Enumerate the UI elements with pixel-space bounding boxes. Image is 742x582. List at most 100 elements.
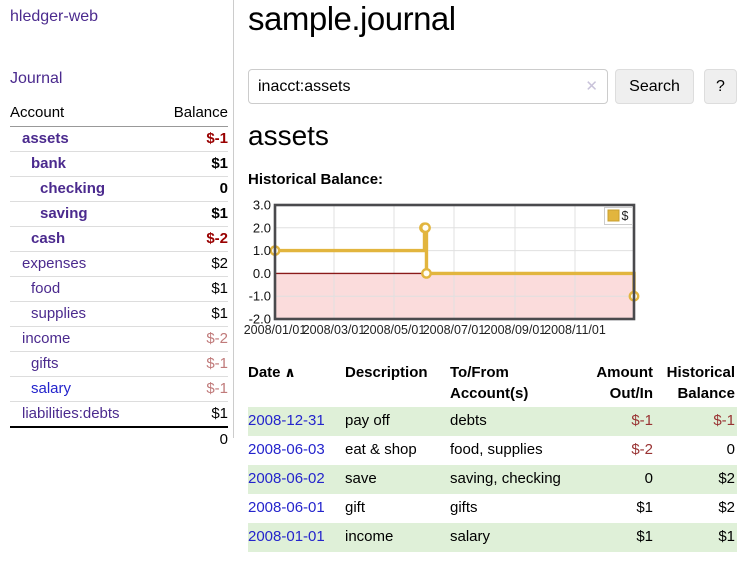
- chart-title: Historical Balance:: [248, 171, 384, 188]
- transaction-date-link[interactable]: 2008-06-01: [248, 499, 325, 516]
- account-link[interactable]: supplies: [31, 305, 87, 322]
- account-link[interactable]: liabilities:debts: [22, 405, 120, 422]
- chart-legend-label: $: [622, 209, 629, 223]
- account-balance: 0: [219, 180, 228, 197]
- transaction-row: 2008-06-01 gift gifts $1 $2: [248, 494, 737, 523]
- transaction-amount: $1: [578, 523, 655, 552]
- account-balance: $2: [211, 255, 228, 272]
- sidebar-divider: [233, 0, 234, 438]
- page-title: sample.journal: [248, 0, 456, 37]
- chart-legend-swatch: [607, 209, 620, 222]
- account-link[interactable]: food: [31, 280, 61, 297]
- account-link[interactable]: assets: [22, 130, 69, 147]
- accounts-header-account: Account: [10, 104, 65, 121]
- transaction-amount: $-1: [578, 407, 655, 436]
- transaction-row: 2008-01-01 income salary $1 $1: [248, 523, 737, 552]
- transaction-description: income: [345, 523, 450, 552]
- clear-search-icon[interactable]: ✕: [585, 78, 598, 95]
- search-help-button[interactable]: ?: [704, 69, 737, 104]
- accounts-total-value: 0: [219, 431, 228, 448]
- transaction-row: 2008-06-02 save saving, checking 0 $2: [248, 465, 737, 494]
- account-row-assets: assets $-1: [10, 127, 228, 152]
- sidebar: hledger-web Journal Account Balance asse…: [0, 0, 234, 582]
- account-link[interactable]: checking: [40, 180, 106, 197]
- transaction-date-link[interactable]: 2008-06-03: [248, 441, 325, 458]
- account-heading: assets: [248, 120, 329, 151]
- account-row-bank: bank $1: [10, 152, 228, 177]
- account-link[interactable]: expenses: [22, 255, 87, 272]
- account-row-saving: saving $1: [10, 202, 228, 227]
- chart-y-tick-label: -2.0: [249, 312, 271, 327]
- transaction-accounts: debts: [450, 407, 578, 436]
- transaction-amount: $-2: [631, 441, 653, 458]
- transaction-amount: 0: [578, 465, 655, 494]
- chart-x-tick-label: 2008/01/01: [244, 323, 307, 337]
- register-col-description: Description: [345, 364, 428, 381]
- transaction-balance: $2: [718, 499, 735, 516]
- account-row-liabilities-debts: liabilities:debts $1: [10, 402, 228, 428]
- account-balance: $-1: [206, 380, 228, 397]
- chart-y-tick-label: 1.0: [253, 243, 271, 258]
- account-balance: $1: [211, 155, 228, 172]
- register-table: Date ∧ Description To/From Account(s) Amoun…: [248, 362, 737, 552]
- transaction-balance: $2: [655, 465, 737, 494]
- account-balance: $1: [211, 205, 228, 222]
- transaction-balance: $1: [655, 523, 737, 552]
- account-row-gifts: gifts $-1: [10, 352, 228, 377]
- account-link[interactable]: cash: [31, 230, 66, 247]
- account-row-supplies: supplies $1: [10, 302, 228, 327]
- sidebar-item-journal[interactable]: Journal: [10, 70, 63, 87]
- transaction-description: eat & shop: [345, 441, 417, 458]
- transaction-balance: $-1: [655, 407, 737, 436]
- transaction-accounts: salary: [450, 523, 578, 552]
- account-balance: $1: [211, 280, 228, 297]
- account-balance: $1: [211, 305, 228, 322]
- accounts-header-balance: Balance: [173, 104, 228, 121]
- chart-y-tick-label: 3.0: [253, 198, 271, 213]
- app-brand-link[interactable]: hledger-web: [10, 8, 99, 25]
- account-row-cash: cash $-2: [10, 227, 228, 252]
- account-balance: $-2: [206, 230, 228, 247]
- account-link[interactable]: gifts: [31, 355, 59, 372]
- chart-x-tick-label: 2008/09/01: [484, 323, 547, 337]
- accounts-table-header: Account Balance: [10, 100, 228, 127]
- chart-y-tick-label: -1.0: [249, 289, 271, 304]
- account-row-food: food $1: [10, 277, 228, 302]
- transaction-row: 2008-12-31 pay off debts $-1 $-1: [248, 407, 737, 436]
- account-balance: $1: [211, 405, 228, 422]
- account-balance: $-1: [206, 130, 228, 147]
- chart-canvas: $3.0 2.0 1.0 0.0 -1.0 -2.02008/01/012008/03/0…: [244, 198, 640, 337]
- account-link[interactable]: saving: [40, 205, 88, 222]
- account-row-income: income $-2: [10, 327, 228, 352]
- transaction-date-link[interactable]: 2008-12-31: [248, 412, 325, 429]
- search-button[interactable]: Search: [615, 69, 694, 104]
- transaction-date-link[interactable]: 2008-06-02: [248, 470, 325, 487]
- historical-balance-chart: $3.0 2.0 1.0 0.0 -1.0 -2.0 2008/01/01 2008/03/0…: [244, 198, 648, 342]
- chart-x-tick-label: 2008/07/01: [423, 323, 486, 337]
- account-balance: $-2: [206, 330, 228, 347]
- transaction-date-link[interactable]: 2008-01-01: [248, 528, 325, 545]
- chart-x-tick-label: 2008/03/01: [303, 323, 366, 337]
- main-content: sample.journal ✕ Search ? assets Histori…: [244, 0, 742, 582]
- accounts-total-row: 0: [10, 428, 228, 452]
- transaction-accounts: gifts: [450, 499, 478, 516]
- chart-data-point: [420, 222, 431, 234]
- transaction-accounts: food, supplies: [450, 441, 543, 458]
- search-input-wrap: ✕: [248, 69, 608, 104]
- register-col-amount-out-in: Amount Out/In: [596, 364, 653, 402]
- transaction-balance: 0: [726, 441, 735, 458]
- register-col-historical-balance: Historical Balance: [666, 364, 735, 402]
- account-link[interactable]: salary: [31, 380, 72, 397]
- chart-y-tick-label: 0.0: [253, 266, 271, 281]
- accounts-table: Account Balance assets $-1 bank $1 checking 0…: [10, 100, 228, 452]
- transaction-description: pay off: [345, 407, 450, 436]
- chart-x-tick-label: 2008/11/01: [544, 323, 606, 337]
- account-link[interactable]: bank: [31, 155, 67, 172]
- account-row-salary: salary $-1: [10, 377, 228, 402]
- account-row-expenses: expenses $2: [10, 252, 228, 277]
- search-input[interactable]: [258, 71, 583, 102]
- register-col-date[interactable]: Date ∧: [248, 364, 296, 381]
- chart-x-tick-label: 2008/05/01: [363, 323, 426, 337]
- transaction-description: save: [345, 465, 450, 494]
- account-link[interactable]: income: [22, 330, 71, 347]
